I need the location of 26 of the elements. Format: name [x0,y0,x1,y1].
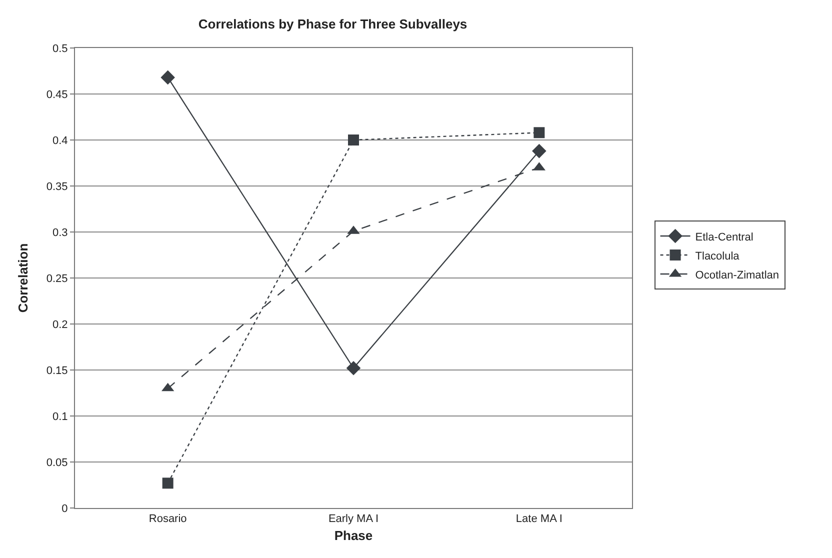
y-tick-label: 0.3 [52,226,68,239]
y-tick-label: 0.5 [52,42,68,55]
y-tick-label: 0.15 [46,364,68,377]
y-tick-label: 0.45 [46,88,68,101]
y-axis-title: Correlation [15,243,30,313]
chart-title: Correlations by Phase for Three Subvalleys [198,16,468,32]
point [534,127,545,138]
x-tick-label: Late MA I [516,513,562,526]
point [160,70,175,85]
y-tick-label: 0.05 [46,456,68,469]
y-tick-label: 0 [62,502,68,515]
y-tick-label: 0.35 [46,180,68,193]
point [348,134,359,146]
x-tick-label: Early MA I [328,513,379,526]
legend-label: Etla-Central [695,231,754,244]
point [162,478,174,489]
point [346,361,361,376]
y-tick-label: 0.4 [52,134,68,147]
y-tick-label: 0.2 [52,318,68,331]
y-tick-label: 0.1 [52,410,68,423]
point [532,144,546,158]
y-tick-label: 0.25 [46,272,68,285]
x-axis-title: Phase [334,528,373,543]
legend-label: Ocotlan-Zimatlan [695,269,780,282]
x-tick-label: Rosario [148,513,187,526]
legend-label: Tlacolula [695,250,740,262]
